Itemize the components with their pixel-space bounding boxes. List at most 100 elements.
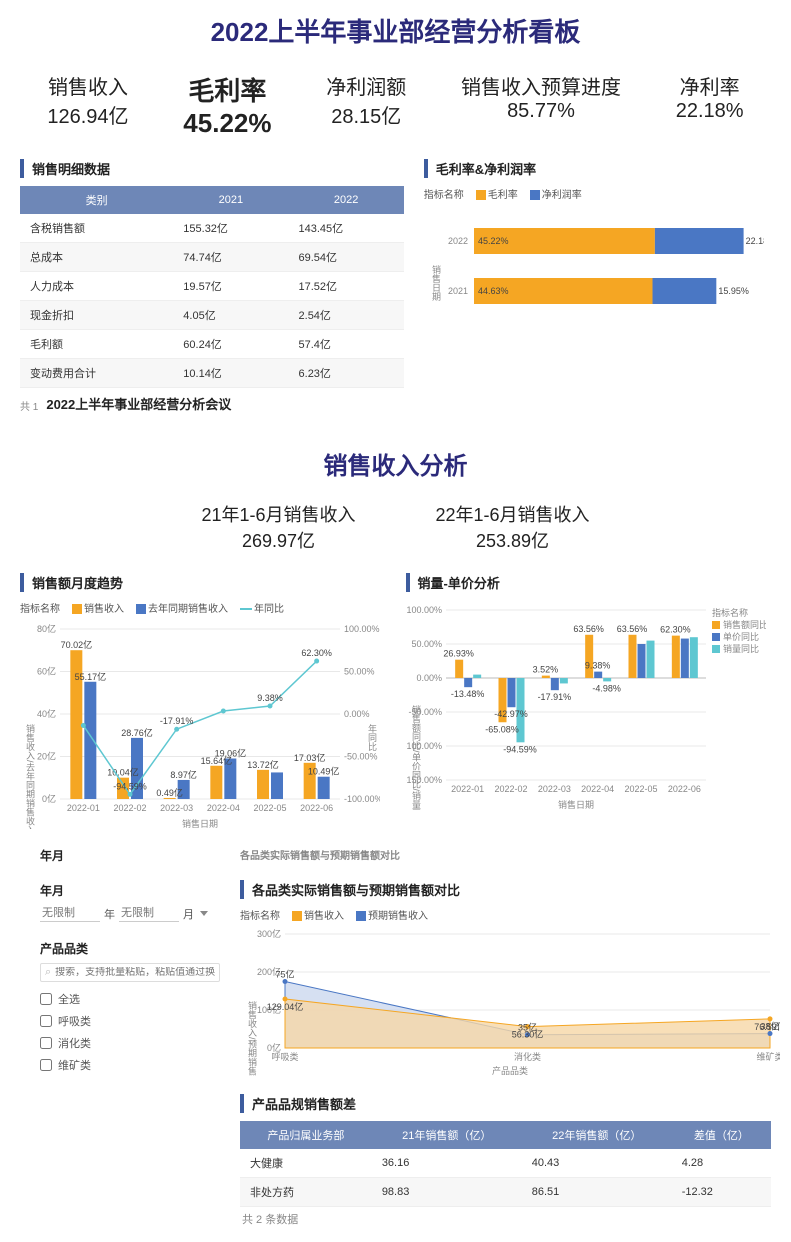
svg-text:13.72亿: 13.72亿: [247, 759, 279, 770]
diff-table-footer: 共 2 条数据: [240, 1207, 771, 1227]
svg-text:10.49亿: 10.49亿: [308, 766, 340, 777]
checkbox-label: 呼吸类: [58, 1013, 91, 1029]
svg-text:100.00%: 100.00%: [344, 624, 380, 634]
checkbox-option[interactable]: 呼吸类: [40, 1010, 220, 1032]
svg-text:80亿: 80亿: [37, 623, 56, 634]
svg-text:2022-05: 2022-05: [624, 784, 657, 794]
svg-text:单价同比: 单价同比: [723, 631, 759, 642]
svg-text:0.49亿: 0.49亿: [156, 787, 183, 798]
table-row: 大健康36.1640.434.28: [240, 1149, 771, 1178]
svg-text:2022-06: 2022-06: [300, 803, 333, 813]
kpi: 净利率22.18%: [676, 71, 744, 139]
kpi-label: 销售收入: [47, 71, 128, 100]
svg-text:100.00%: 100.00%: [406, 605, 442, 615]
chevron-down-icon[interactable]: [200, 911, 208, 916]
checkbox[interactable]: [40, 1059, 52, 1071]
svg-text:销量同比: 销量同比: [723, 643, 759, 654]
table-cell: 60.24亿: [173, 330, 288, 359]
filter-product-label: 产品品类: [40, 940, 220, 957]
table-cell: 4.05亿: [173, 301, 288, 330]
svg-text:2022-02: 2022-02: [494, 784, 527, 794]
svg-text:70.02亿: 70.02亿: [61, 639, 93, 650]
svg-text:-65.08%: -65.08%: [485, 724, 519, 734]
svg-text:56.30亿: 56.30亿: [512, 1029, 544, 1040]
svg-text:129.04亿: 129.04亿: [267, 1001, 304, 1012]
svg-text:63.56%: 63.56%: [573, 624, 604, 634]
margin-chart-title: 毛利率&净利润率: [424, 159, 771, 178]
svg-text:-94.59%: -94.59%: [503, 744, 537, 754]
kpi-label: 销售收入预算进度: [461, 71, 621, 100]
svg-text:300亿: 300亿: [257, 928, 281, 939]
kpi: 销售收入126.94亿: [47, 71, 128, 139]
year-from-input[interactable]: [40, 905, 100, 922]
area-chart: 指标名称销售收入预期销售收入0亿100亿200亿300亿75亿129.04亿呼吸…: [240, 907, 771, 1079]
margin-chart-card: 毛利率&净利润率 指标名称毛利率净利润率45.22%22.18%202244.6…: [424, 159, 771, 421]
svg-text:45.22%: 45.22%: [478, 236, 509, 246]
filter-yearmonth-label: 年月: [40, 882, 220, 899]
table-header: 类别: [20, 186, 173, 214]
table-header: 产品归属业务部: [240, 1121, 372, 1149]
checkbox-option[interactable]: 全选: [40, 988, 220, 1010]
table-cell: -12.32: [672, 1178, 771, 1207]
table-cell: 毛利额: [20, 330, 173, 359]
table-cell: 现金折扣: [20, 301, 173, 330]
svg-text:2022: 2022: [448, 236, 468, 246]
product-search-input[interactable]: [55, 967, 215, 978]
kpi-value: 45.22%: [183, 108, 271, 139]
svg-text:28.76亿: 28.76亿: [121, 727, 153, 738]
svg-text:2022-01: 2022-01: [67, 803, 100, 813]
svg-text:2022-04: 2022-04: [207, 803, 240, 813]
svg-text:指标名称: 指标名称: [712, 607, 748, 618]
compare-small-title: 各品类实际销售额与预期销售额对比: [240, 847, 771, 862]
detail-table-note: 2022上半年事业部经营分析会议: [42, 390, 403, 421]
monthly-trend-chart: 指标名称销售收入去年同期销售收入年同比0亿20亿40亿60亿80亿-100.00…: [20, 600, 386, 832]
kpi: 净利润额28.15亿: [326, 71, 406, 139]
svg-text:-94.59%: -94.59%: [113, 781, 147, 791]
kpi-label: 22年1-6月销售收入: [436, 501, 590, 527]
table-cell: 40.43: [522, 1149, 672, 1178]
checkbox[interactable]: [40, 1015, 52, 1027]
svg-text:62.30%: 62.30%: [660, 625, 691, 635]
svg-text:销售收入/去年同期销售收入: 销售收入/去年同期销售收入: [25, 723, 35, 829]
monthly-trend-card: 销售额月度趋势 指标名称销售收入去年同期销售收入年同比0亿20亿40亿60亿80…: [20, 573, 386, 832]
table-cell: 变动费用合计: [20, 359, 173, 388]
svg-text:0.00%: 0.00%: [344, 709, 370, 719]
checkbox-option[interactable]: 维矿类: [40, 1054, 220, 1076]
svg-text:2022-01: 2022-01: [451, 784, 484, 794]
svg-text:销售额同比: 销售额同比: [723, 619, 766, 630]
product-search[interactable]: ⌕: [40, 963, 220, 982]
detail-table-card: 销售明细数据 类别20212022 含税销售额155.32亿143.45亿总成本…: [20, 159, 404, 421]
kpi-label: 净利率: [676, 71, 744, 100]
chart-legend: 指标名称销售收入预期销售收入: [240, 907, 771, 922]
checkbox[interactable]: [40, 993, 52, 1005]
svg-text:销售额同比/单价同比/销量同比: 销售额同比/单价同比/销量同比: [411, 704, 421, 810]
area-chart-card: 各品类实际销售额与预期销售额对比 指标名称销售收入预期销售收入0亿100亿200…: [240, 880, 771, 1079]
year-to-input[interactable]: [119, 905, 179, 922]
kpi: 销售收入预算进度85.77%: [461, 71, 621, 139]
svg-text:维矿类: 维矿类: [756, 1051, 780, 1062]
detail-table-title: 销售明细数据: [20, 159, 404, 178]
kpi: 22年1-6月销售收入253.89亿: [436, 501, 590, 553]
month-unit: 月: [183, 906, 194, 922]
svg-text:2021: 2021: [448, 286, 468, 296]
diff-table: 产品归属业务部21年销售额（亿）22年销售额（亿）差值（亿） 大健康36.164…: [240, 1121, 771, 1207]
filters-panel: 年月 年月 年 月 产品品类 ⌕ 全选呼吸类消化类维矿类: [20, 847, 220, 1094]
table-row: 现金折扣4.05亿2.54亿: [20, 301, 404, 330]
table-cell: 含税销售额: [20, 214, 173, 243]
svg-text:40亿: 40亿: [37, 708, 56, 719]
table-cell: 57.4亿: [289, 330, 404, 359]
vol-price-title: 销量-单价分析: [406, 573, 772, 592]
svg-text:20亿: 20亿: [37, 751, 56, 762]
svg-text:63.56%: 63.56%: [616, 624, 647, 634]
table-cell: 2.54亿: [289, 301, 404, 330]
svg-text:0亿: 0亿: [42, 793, 56, 804]
checkbox[interactable]: [40, 1037, 52, 1049]
checkbox-label: 全选: [58, 991, 80, 1007]
search-icon: ⌕: [45, 966, 51, 979]
kpi-value: 28.15亿: [326, 100, 406, 129]
svg-text:销售收入/预期销售收入: 销售收入/预期销售收入: [247, 1000, 257, 1076]
kpi-value: 22.18%: [676, 100, 744, 123]
table-row: 非处方药98.8386.51-12.32: [240, 1178, 771, 1207]
checkbox-option[interactable]: 消化类: [40, 1032, 220, 1054]
table-cell: 19.57亿: [173, 272, 288, 301]
